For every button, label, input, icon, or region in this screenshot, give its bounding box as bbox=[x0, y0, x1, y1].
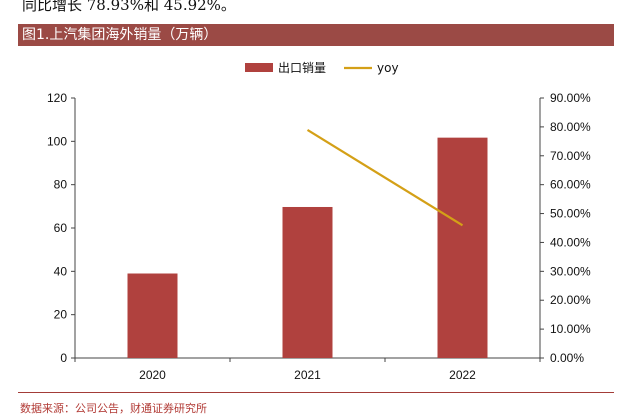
source-note: 数据来源：公司公告，财通证券研究所 bbox=[20, 402, 207, 415]
sales-chart: 0 20 40 60 80 100 120 0.00% 10.00% 20.00% 30.00% 40… bbox=[47, 61, 591, 382]
legend-label-bar: 出口销量 bbox=[278, 61, 326, 75]
bar-2020 bbox=[127, 273, 178, 358]
legend-label-line: yoy bbox=[377, 61, 399, 75]
y2-tick-label: 50.00% bbox=[550, 207, 591, 221]
figure-title: 图1.上汽集团海外销量（万辆） bbox=[18, 24, 614, 46]
y-tick-label: 60 bbox=[54, 221, 68, 235]
bar-2022 bbox=[437, 137, 488, 358]
y-tick-label: 20 bbox=[54, 308, 68, 322]
x-tick-label: 2022 bbox=[449, 368, 476, 382]
y-tick-label: 100 bbox=[47, 134, 67, 148]
y2-tick-label: 80.00% bbox=[550, 120, 591, 134]
y-tick-label: 120 bbox=[47, 91, 67, 105]
y2-tick-label: 40.00% bbox=[550, 235, 591, 249]
y2-tick-label: 70.00% bbox=[550, 149, 591, 163]
y2-tick-label: 0.00% bbox=[550, 351, 584, 365]
x-tick-label: 2021 bbox=[294, 368, 321, 382]
yoy-line bbox=[306, 129, 464, 227]
y2-tick-label: 10.00% bbox=[550, 322, 591, 336]
source-divider bbox=[18, 392, 614, 393]
y-tick-label: 0 bbox=[60, 351, 67, 365]
bar-2021 bbox=[282, 206, 333, 358]
x-tick-label: 2020 bbox=[139, 368, 166, 382]
y2-tick-label: 20.00% bbox=[550, 293, 591, 307]
y2-tick-label: 30.00% bbox=[550, 264, 591, 278]
legend-swatch-bar bbox=[245, 63, 273, 72]
y-tick-label: 40 bbox=[54, 264, 68, 278]
intro-text: 同比增长 78.93%和 45.92%。 bbox=[22, 0, 236, 14]
y-tick-label: 80 bbox=[54, 178, 68, 192]
y2-tick-label: 60.00% bbox=[550, 178, 591, 192]
y2-tick-label: 90.00% bbox=[550, 91, 591, 105]
